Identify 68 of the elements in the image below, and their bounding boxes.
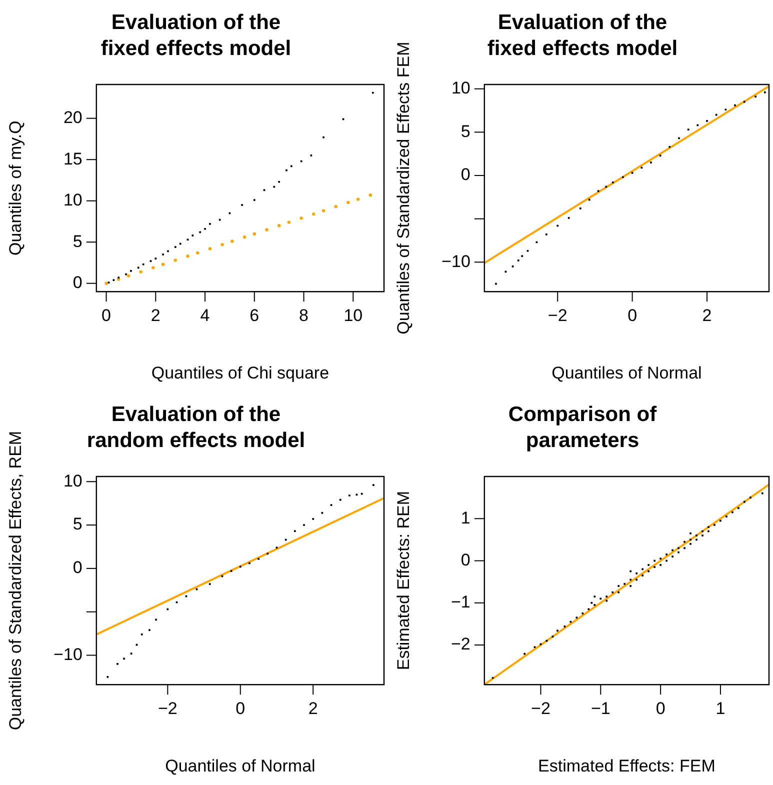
x-tick-label: 2 bbox=[150, 306, 160, 325]
x-tick-label: 2 bbox=[702, 306, 712, 325]
y-tick-label: −10 bbox=[442, 252, 470, 271]
x-tick-label: 1 bbox=[716, 698, 726, 718]
chart-title: Evaluation of the fixed effects model bbox=[487, 10, 678, 60]
y-tick-label: 0 bbox=[460, 165, 470, 184]
y-tick-label: 10 bbox=[63, 190, 82, 210]
point bbox=[139, 270, 142, 274]
point bbox=[152, 266, 155, 270]
x-tick-label: 0 bbox=[656, 698, 666, 718]
y-axis-title: Quantiles of my.Q bbox=[6, 120, 25, 256]
x-tick-label: −2 bbox=[531, 698, 550, 718]
y-tick-label: 5 bbox=[72, 514, 82, 534]
y-tick-label: 10 bbox=[451, 78, 470, 98]
point bbox=[252, 232, 256, 236]
x-tick-label: −1 bbox=[590, 698, 610, 718]
point bbox=[126, 274, 130, 278]
x-tick-label: 10 bbox=[344, 306, 363, 325]
x-axis-title: Quantiles of Chi square bbox=[151, 363, 330, 382]
y-axis-title: Estimated Effects: REM bbox=[394, 490, 413, 670]
point bbox=[242, 236, 246, 239]
chart-title: Evaluation of the random effects model bbox=[86, 402, 306, 452]
y-axis-title: Quantiles of Standardized Effects FEM bbox=[394, 42, 413, 334]
point bbox=[368, 193, 372, 197]
point bbox=[287, 220, 291, 224]
x-tick-label: 6 bbox=[250, 306, 260, 325]
point bbox=[196, 251, 200, 254]
point bbox=[230, 240, 234, 243]
y-tick-label: −10 bbox=[54, 644, 82, 664]
x-tick-label: 4 bbox=[200, 306, 210, 325]
point bbox=[208, 247, 212, 250]
point bbox=[265, 228, 268, 232]
y-tick-label: −2 bbox=[451, 634, 470, 654]
y-tick-label: 20 bbox=[63, 108, 82, 128]
y-tick-label: 0 bbox=[72, 558, 82, 578]
y-tick-label: 0 bbox=[460, 550, 470, 570]
point bbox=[346, 200, 350, 204]
point bbox=[334, 205, 338, 208]
chart-title: Comparison of parameters bbox=[508, 402, 658, 452]
x-tick-label: −2 bbox=[548, 306, 568, 325]
y-tick-label: 15 bbox=[63, 149, 82, 168]
chart-title: Evaluation of the fixed effects model bbox=[100, 10, 292, 60]
y-axis-title: Quantiles of Standardized Effects, REM bbox=[6, 430, 25, 730]
y-tick-label: 10 bbox=[63, 471, 82, 490]
point bbox=[174, 258, 177, 262]
x-tick-label: 0 bbox=[628, 306, 638, 325]
y-tick-label: 5 bbox=[72, 232, 82, 251]
point bbox=[356, 198, 360, 201]
y-tick-label: −1 bbox=[451, 592, 470, 612]
point bbox=[220, 242, 224, 246]
point bbox=[322, 209, 326, 212]
point bbox=[300, 216, 303, 220]
point bbox=[277, 224, 281, 228]
point bbox=[104, 282, 108, 285]
x-tick-label: 0 bbox=[236, 698, 246, 718]
x-axis-title: Estimated Effects: FEM bbox=[538, 756, 716, 776]
x-axis-title: Quantiles of Normal bbox=[165, 756, 316, 776]
x-tick-label: 8 bbox=[299, 306, 309, 325]
x-axis-title: Quantiles of Normal bbox=[552, 363, 702, 382]
point bbox=[312, 212, 316, 216]
y-tick-label: 5 bbox=[460, 122, 470, 141]
y-tick-label: 0 bbox=[72, 273, 82, 292]
point bbox=[186, 254, 190, 258]
x-tick-label: 2 bbox=[308, 698, 318, 718]
y-tick-label: 1 bbox=[460, 508, 470, 528]
point bbox=[161, 262, 165, 266]
x-tick-label: −2 bbox=[158, 698, 178, 718]
x-tick-label: 0 bbox=[102, 306, 112, 325]
